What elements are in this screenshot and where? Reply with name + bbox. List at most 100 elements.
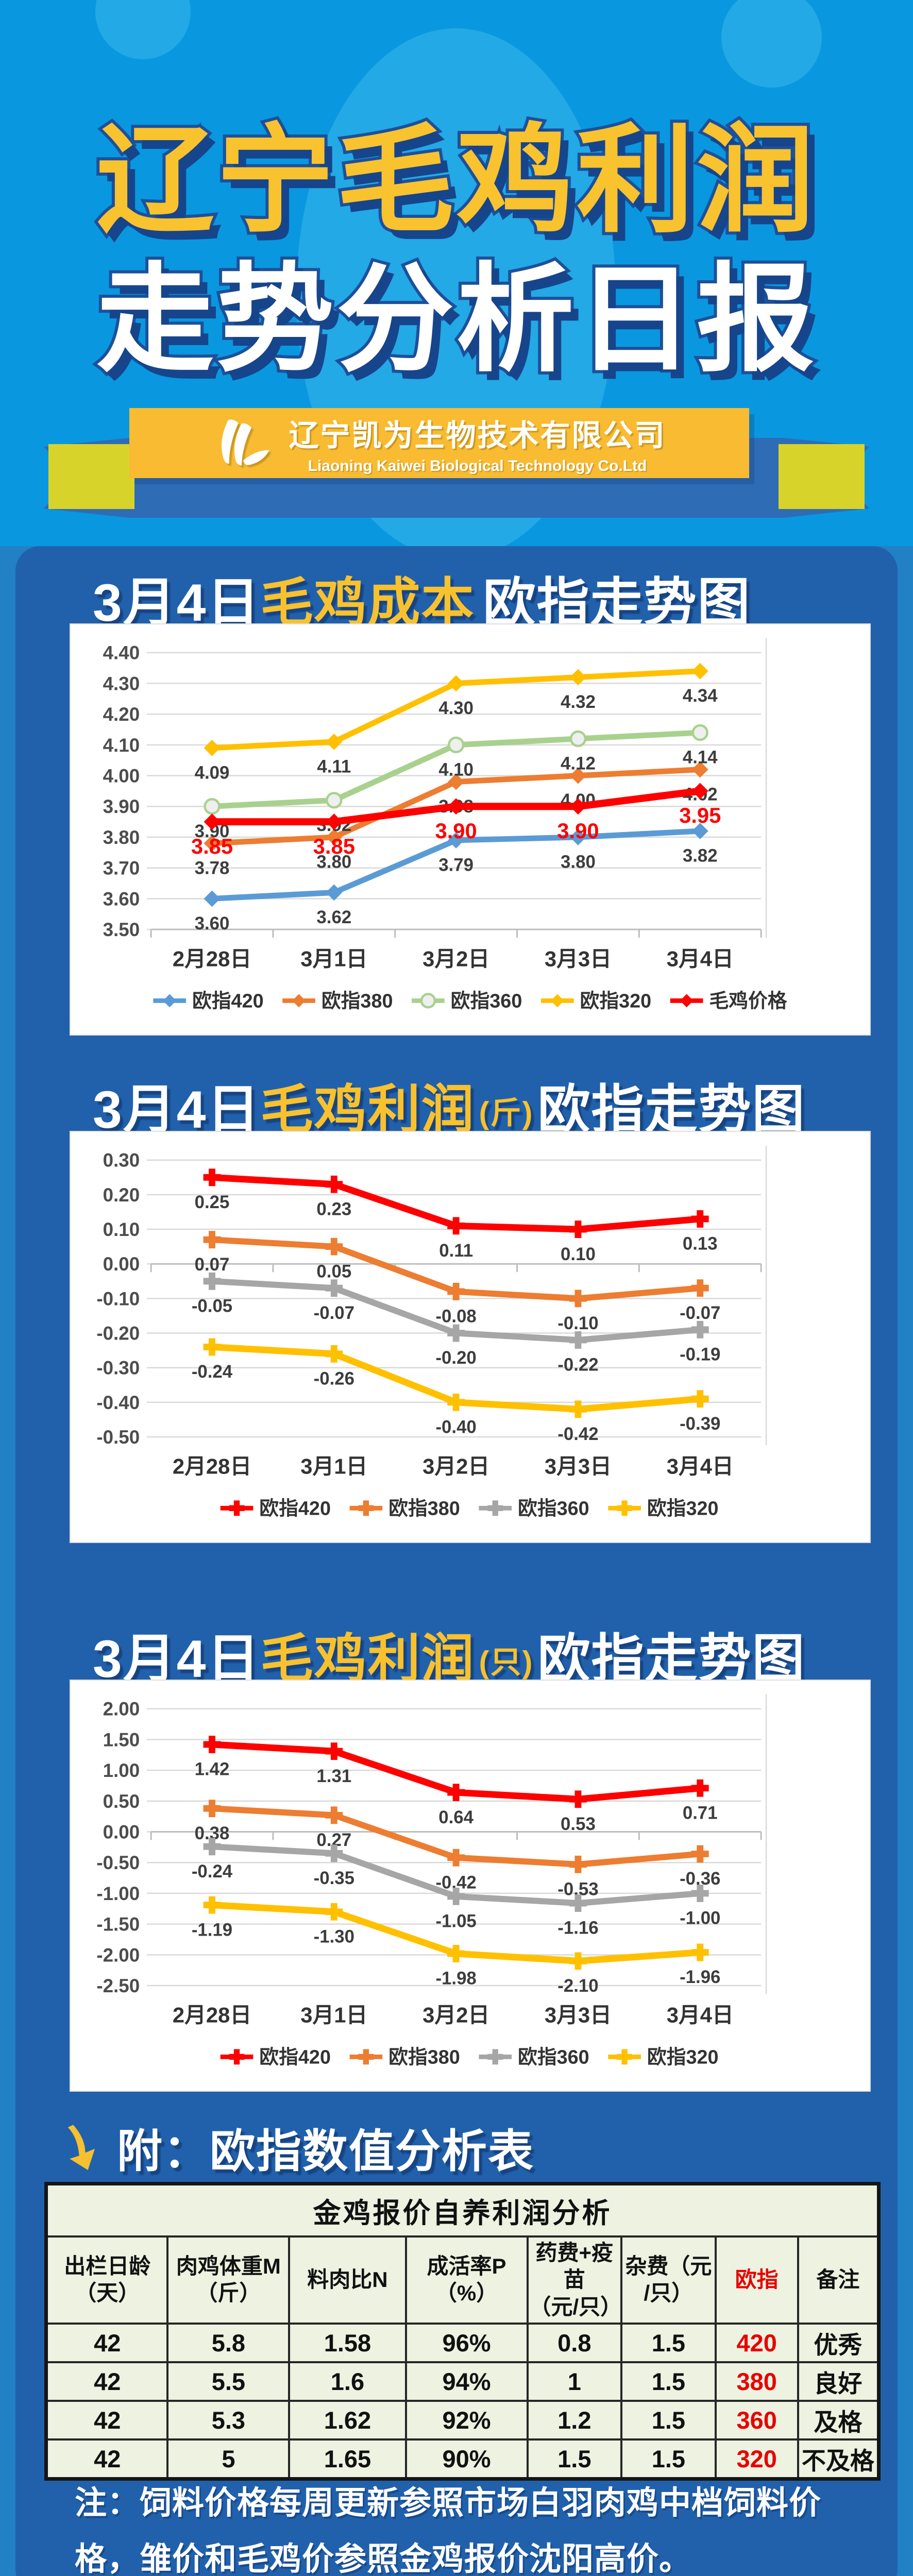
table-cell: 良好 xyxy=(797,2361,880,2402)
svg-text:-1.00: -1.00 xyxy=(96,1883,140,1904)
table-cell: 1.5 xyxy=(620,2323,717,2363)
section-title-unit: (只) xyxy=(479,1645,534,1680)
table-cell: 5.5 xyxy=(166,2361,291,2402)
svg-text:3.80: 3.80 xyxy=(103,827,140,848)
legend-item-欧指420: 欧指420 xyxy=(220,2046,331,2068)
svg-text:欧指380: 欧指380 xyxy=(322,990,393,1012)
table-cell: 92% xyxy=(404,2400,529,2441)
table-cell: 1.62 xyxy=(288,2400,407,2441)
svg-text:-1.19: -1.19 xyxy=(192,1920,232,1940)
svg-text:-0.10: -0.10 xyxy=(557,1313,598,1333)
table-cell: 42 xyxy=(45,2323,169,2363)
profit-per-jin-line-chart: -0.50 -0.40 -0.30 -0.20 -0.10 0.00 0.10 0.20 0.3… xyxy=(96,1145,767,1519)
svg-text:4.40: 4.40 xyxy=(103,642,140,664)
svg-text:3月1日: 3月1日 xyxy=(300,2003,367,2027)
company-ribbon: 辽宁凯为生物技术有限公司 Liaoning Kaiwei Biological … xyxy=(0,384,913,544)
section-title-profit-jin: 3月4日毛鸡利润 (斤)欧指走势图 xyxy=(93,1067,805,1143)
legend-item-欧指320: 欧指320 xyxy=(608,2046,719,2068)
svg-text:-2.50: -2.50 xyxy=(96,1975,140,1996)
legend-item-欧指380: 欧指380 xyxy=(349,2046,460,2068)
svg-text:0.64: 0.64 xyxy=(438,1807,474,1827)
svg-text:0.10: 0.10 xyxy=(561,1244,596,1264)
series-欧指420: 1.42 1.31 0.64 0.53 0.71 xyxy=(195,1736,718,1834)
table-row: 42 5 1.65 90% 1.5 1.5 320 不及格 xyxy=(45,2438,880,2480)
table-cell: 360 xyxy=(714,2400,799,2441)
svg-text:3.90: 3.90 xyxy=(103,796,140,817)
decor-circle-left xyxy=(95,0,191,59)
svg-text:欧指380: 欧指380 xyxy=(388,1498,460,1519)
legend-item-欧指360: 欧指360 xyxy=(479,1498,589,1519)
svg-text:0.25: 0.25 xyxy=(195,1192,230,1212)
svg-text:-0.19: -0.19 xyxy=(680,1345,720,1365)
svg-text:-1.30: -1.30 xyxy=(314,1926,354,1946)
svg-text:3月4日: 3月4日 xyxy=(667,947,734,971)
svg-text:-1.98: -1.98 xyxy=(435,1969,476,1989)
table-header-cell: 杂费（元 /只） xyxy=(620,2235,717,2325)
section-title-highlight: 毛鸡利润 xyxy=(260,1630,475,1688)
svg-text:2月28日: 2月28日 xyxy=(173,947,251,971)
svg-text:-0.40: -0.40 xyxy=(435,1417,476,1437)
table-header-cell: 肉鸡体重M （斤） xyxy=(166,2235,291,2325)
svg-text:-0.07: -0.07 xyxy=(680,1303,720,1323)
svg-text:1.42: 1.42 xyxy=(195,1759,230,1780)
table-cell: 1.6 xyxy=(288,2361,407,2402)
svg-text:3.85: 3.85 xyxy=(313,834,355,858)
svg-text:-0.20: -0.20 xyxy=(96,1323,140,1344)
svg-text:3.78: 3.78 xyxy=(195,858,230,878)
svg-text:0.30: 0.30 xyxy=(103,1150,140,1171)
company-banner: 辽宁凯为生物技术有限公司 Liaoning Kaiwei Biological … xyxy=(129,408,749,478)
profit-per-jin-chart-panel: -0.50 -0.40 -0.30 -0.20 -0.10 0.00 0.10 0.20 0.3… xyxy=(70,1131,871,1543)
profit-analysis-table: 金鸡报价自养利润分析 出栏日龄 （天） 肉鸡体重M （斤） 料肉比N 成活率P （%）药… xyxy=(44,2182,881,2481)
table-cell: 1.5 xyxy=(620,2438,717,2480)
svg-text:欧指320: 欧指320 xyxy=(647,1498,719,1519)
svg-text:2月28日: 2月28日 xyxy=(173,1454,251,1479)
svg-text:欧指420: 欧指420 xyxy=(259,1498,331,1519)
svg-text:欧指420: 欧指420 xyxy=(259,2046,331,2068)
svg-text:欧指380: 欧指380 xyxy=(388,2046,460,2068)
table-header-cell: 料肉比N xyxy=(288,2235,407,2325)
svg-text:3.85: 3.85 xyxy=(191,834,233,858)
svg-text:0.20: 0.20 xyxy=(103,1184,140,1206)
svg-text:0.23: 0.23 xyxy=(316,1199,351,1219)
svg-text:-0.24: -0.24 xyxy=(192,1362,233,1382)
svg-text:0.05: 0.05 xyxy=(316,1261,351,1281)
svg-text:4.00: 4.00 xyxy=(103,765,140,786)
section-title-unit xyxy=(475,589,483,623)
table-cell: 1.5 xyxy=(526,2438,623,2480)
legend-item-欧指320: 欧指320 xyxy=(608,1498,719,1519)
svg-text:欧指320: 欧指320 xyxy=(647,2046,719,2068)
table-cell: 及格 xyxy=(797,2400,880,2441)
svg-text:3月1日: 3月1日 xyxy=(300,947,367,971)
main-title-line1: 辽宁毛鸡利润 xyxy=(93,115,817,246)
appendix-heading-text: 附：欧指数值分析表 xyxy=(117,2126,535,2177)
svg-text:-2.00: -2.00 xyxy=(96,1944,140,1965)
svg-text:4.11: 4.11 xyxy=(317,757,351,777)
table-row: 42 5.5 1.6 94% 1 1.5 380 良好 xyxy=(45,2361,880,2402)
svg-text:3.90: 3.90 xyxy=(435,819,477,843)
svg-text:-0.08: -0.08 xyxy=(435,1307,476,1327)
svg-text:3月2日: 3月2日 xyxy=(422,947,489,971)
table-cell: 1 xyxy=(526,2361,623,2402)
section-title-cost: 3月4日毛鸡成本 欧指走势图 xyxy=(93,561,751,636)
svg-text:4.20: 4.20 xyxy=(103,704,140,725)
section-title-profit-zhi: 3月4日毛鸡利润 (只)欧指走势图 xyxy=(93,1617,805,1692)
svg-text:2月28日: 2月28日 xyxy=(173,2003,251,2027)
table-cell: 96% xyxy=(404,2323,529,2363)
table-cell: 380 xyxy=(714,2361,799,2402)
table-cell: 320 xyxy=(714,2438,799,2480)
svg-text:0.50: 0.50 xyxy=(103,1791,140,1812)
svg-text:3.62: 3.62 xyxy=(316,907,351,927)
table-header-cell: 备注 xyxy=(797,2235,880,2325)
svg-text:3.80: 3.80 xyxy=(561,852,596,872)
svg-text:4.10: 4.10 xyxy=(103,735,140,756)
svg-text:3.80: 3.80 xyxy=(316,852,351,872)
svg-text:3.50: 3.50 xyxy=(103,919,140,940)
table-title: 金鸡报价自养利润分析 xyxy=(45,2182,880,2238)
table-cell: 1.5 xyxy=(620,2361,717,2402)
decor-circle-right xyxy=(721,0,822,88)
table-cell: 5.8 xyxy=(166,2323,291,2363)
svg-text:-0.50: -0.50 xyxy=(96,1852,140,1873)
svg-text:3.60: 3.60 xyxy=(103,888,140,909)
main-title-line2: 走势分析日报 xyxy=(93,255,817,385)
